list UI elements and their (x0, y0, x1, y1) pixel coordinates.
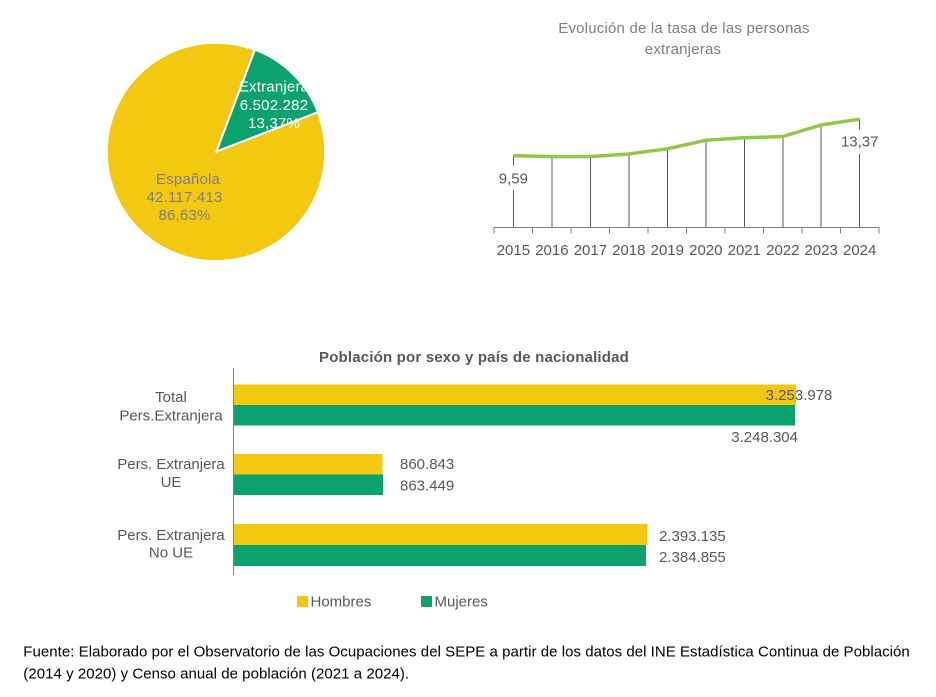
svg-text:Hombres: Hombres (311, 594, 372, 611)
svg-text:Española: Española (156, 171, 221, 188)
svg-text:2020: 2020 (689, 242, 722, 259)
svg-text:extranjeras: extranjeras (645, 41, 721, 58)
svg-text:Pers. Extranjera: Pers. Extranjera (117, 527, 225, 544)
svg-text:No UE: No UE (149, 545, 193, 562)
svg-text:Pers. Extranjera: Pers. Extranjera (117, 456, 225, 473)
svg-text:42.117.413: 42.117.413 (147, 189, 223, 206)
svg-text:2023: 2023 (805, 242, 838, 259)
svg-text:2021: 2021 (728, 242, 761, 259)
svg-text:2.393.135: 2.393.135 (659, 528, 726, 545)
svg-text:2.384.855: 2.384.855 (659, 549, 726, 566)
svg-text:13,37: 13,37 (841, 134, 879, 151)
svg-text:Extranjera: Extranjera (239, 79, 310, 96)
svg-text:2022: 2022 (766, 242, 799, 259)
svg-text:6.502.282: 6.502.282 (240, 97, 309, 114)
svg-text:3.253.978: 3.253.978 (766, 387, 833, 404)
svg-text:Fuente: Elaborado por el Obser: Fuente: Elaborado por el Observatorio de… (23, 644, 910, 661)
svg-text:9,59: 9,59 (499, 171, 528, 188)
svg-text:860.843: 860.843 (400, 456, 454, 473)
svg-text:Población por sexo y país de n: Población por sexo y país de nacionalida… (319, 349, 629, 366)
svg-text:2019: 2019 (651, 242, 684, 259)
svg-text:3.248.304: 3.248.304 (731, 429, 798, 446)
svg-text:2017: 2017 (574, 242, 607, 259)
svg-text:86,63%: 86,63% (158, 207, 210, 224)
svg-text:(2014 y 2020) y Censo anual de: (2014 y 2020) y Censo anual de población… (23, 666, 409, 683)
svg-text:2024: 2024 (843, 242, 876, 259)
svg-text:Mujeres: Mujeres (435, 594, 488, 611)
svg-text:863.449: 863.449 (400, 478, 454, 495)
svg-text:UE: UE (161, 474, 182, 491)
svg-text:2018: 2018 (612, 242, 645, 259)
svg-text:2016: 2016 (535, 242, 568, 259)
svg-text:Pers.Extranjera: Pers.Extranjera (119, 408, 223, 425)
svg-text:13,37%: 13,37% (248, 115, 300, 132)
svg-text:Total: Total (155, 389, 187, 406)
svg-text:Evolución de la tasa de las pe: Evolución de la tasa de las personas (558, 20, 810, 37)
svg-text:2015: 2015 (497, 242, 530, 259)
